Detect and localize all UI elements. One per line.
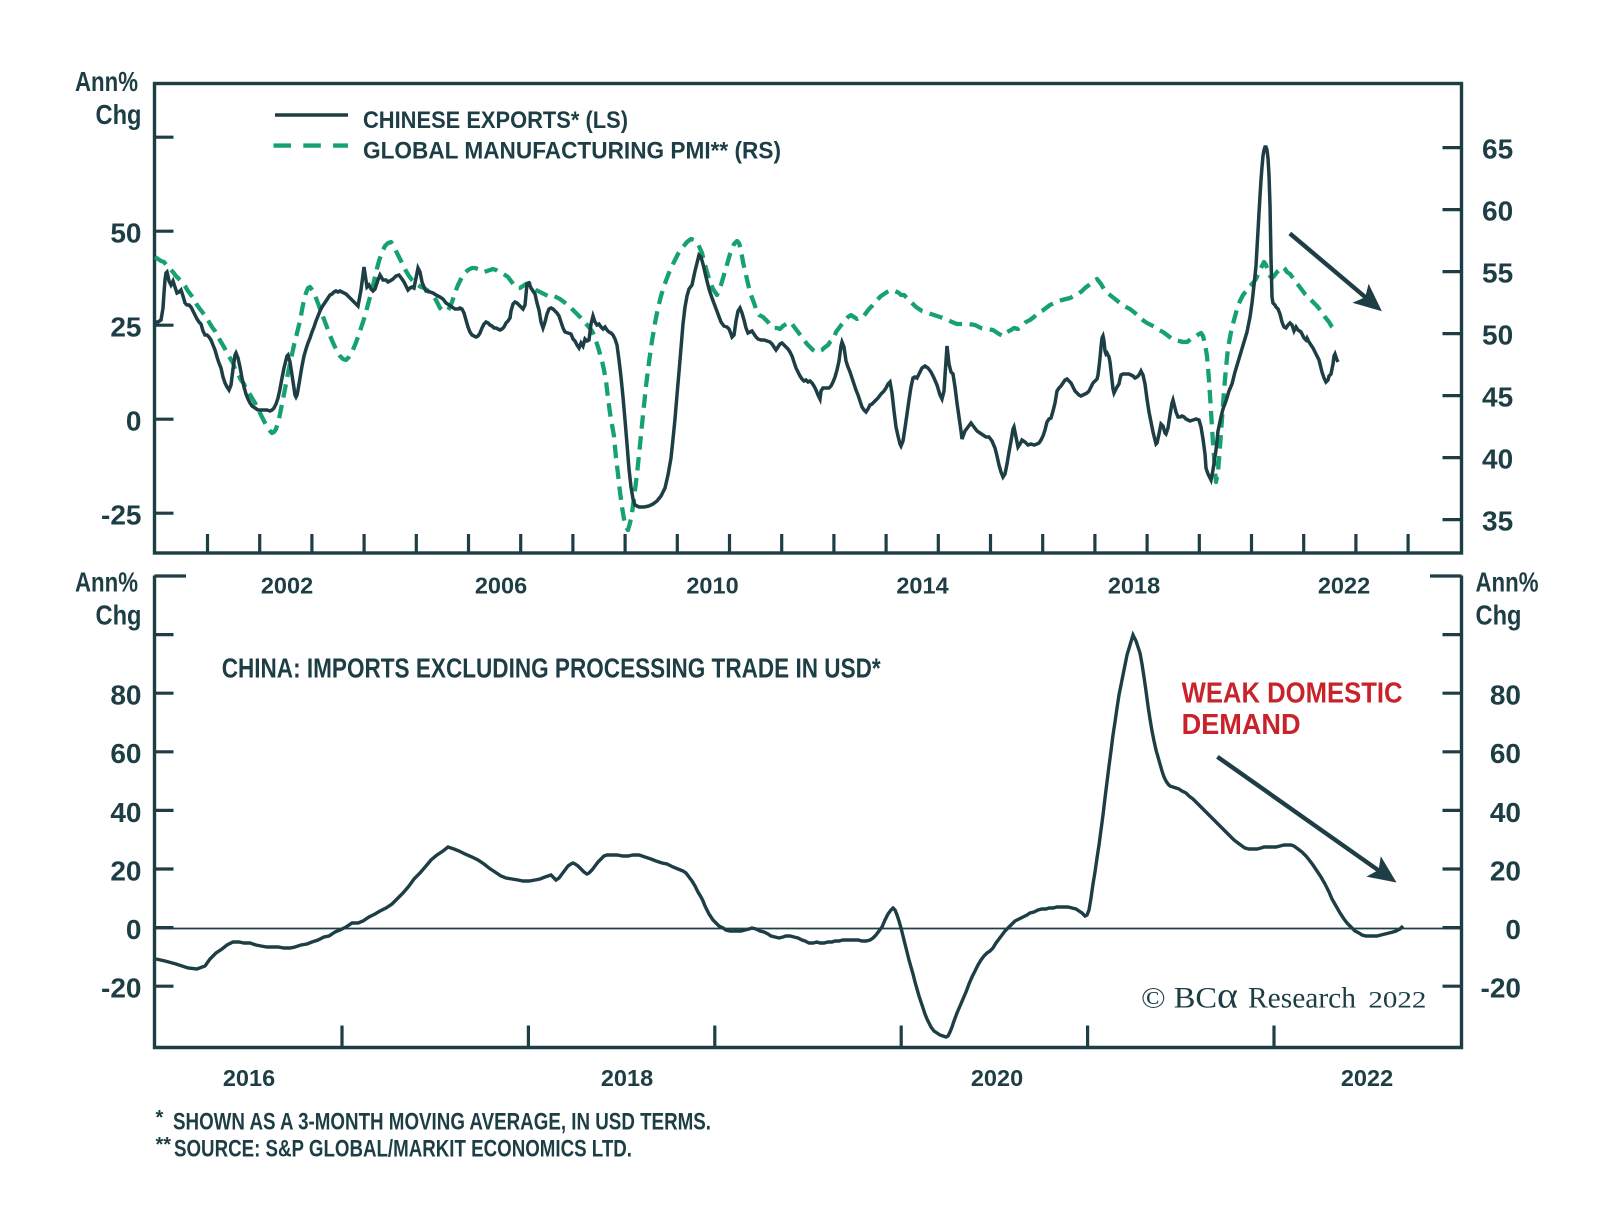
svg-text:40: 40 bbox=[1490, 797, 1521, 828]
svg-text:60: 60 bbox=[1482, 196, 1513, 227]
svg-text:35: 35 bbox=[1482, 506, 1513, 537]
svg-text:2006: 2006 bbox=[475, 573, 527, 599]
svg-text:65: 65 bbox=[1482, 134, 1513, 165]
svg-text:20: 20 bbox=[110, 855, 141, 886]
svg-text:**: ** bbox=[156, 1134, 172, 1156]
svg-text:25: 25 bbox=[110, 312, 141, 343]
svg-text:55: 55 bbox=[1482, 258, 1513, 289]
svg-text:2020: 2020 bbox=[971, 1065, 1023, 1091]
svg-text:Research: Research bbox=[1248, 982, 1356, 1015]
svg-text:Chg: Chg bbox=[96, 99, 142, 130]
svg-text:Chg: Chg bbox=[1476, 600, 1522, 631]
svg-text:0: 0 bbox=[126, 406, 142, 437]
svg-text:Chg: Chg bbox=[96, 600, 142, 631]
svg-text:-20: -20 bbox=[1481, 973, 1521, 1004]
svg-text:SHOWN AS A 3-MONTH MOVING AVER: SHOWN AS A 3-MONTH MOVING AVERAGE, IN US… bbox=[173, 1109, 711, 1136]
svg-text:45: 45 bbox=[1482, 382, 1513, 413]
svg-text:2022: 2022 bbox=[1318, 573, 1370, 599]
svg-text:2010: 2010 bbox=[686, 573, 738, 599]
svg-text:Ann%: Ann% bbox=[1476, 567, 1539, 598]
svg-text:2022: 2022 bbox=[1341, 1065, 1393, 1091]
svg-text:DEMAND: DEMAND bbox=[1182, 709, 1301, 741]
svg-text:-20: -20 bbox=[101, 973, 141, 1004]
svg-text:2018: 2018 bbox=[601, 1065, 653, 1091]
svg-text:0: 0 bbox=[1505, 914, 1521, 945]
svg-text:2018: 2018 bbox=[1108, 573, 1160, 599]
svg-text:60: 60 bbox=[1490, 738, 1521, 769]
svg-text:40: 40 bbox=[1482, 444, 1513, 475]
svg-text:WEAK DOMESTIC: WEAK DOMESTIC bbox=[1182, 678, 1403, 710]
svg-text:20: 20 bbox=[1490, 855, 1521, 886]
svg-text:CHINA: IMPORTS EXCLUDING PROCE: CHINA: IMPORTS EXCLUDING PROCESSING TRAD… bbox=[222, 652, 881, 683]
svg-text:50: 50 bbox=[110, 218, 141, 249]
svg-text:CHINESE EXPORTS* (LS): CHINESE EXPORTS* (LS) bbox=[363, 107, 628, 134]
svg-text:© BCα: © BC α bbox=[1141, 976, 1238, 1017]
svg-text:GLOBAL MANUFACTURING PMI** (RS: GLOBAL MANUFACTURING PMI** (RS) bbox=[363, 138, 781, 165]
svg-text:2022: 2022 bbox=[1368, 988, 1426, 1013]
svg-text:Ann%: Ann% bbox=[75, 66, 138, 97]
svg-text:2014: 2014 bbox=[896, 573, 948, 599]
svg-text:-25: -25 bbox=[101, 500, 141, 531]
svg-text:0: 0 bbox=[126, 914, 142, 945]
svg-text:*: * bbox=[156, 1107, 164, 1129]
svg-text:40: 40 bbox=[110, 797, 141, 828]
svg-text:SOURCE: S&P GLOBAL/MARKIT ECON: SOURCE: S&P GLOBAL/MARKIT ECONOMICS LTD. bbox=[174, 1136, 632, 1163]
svg-text:50: 50 bbox=[1482, 320, 1513, 351]
svg-text:2002: 2002 bbox=[261, 573, 313, 599]
svg-text:60: 60 bbox=[110, 738, 141, 769]
svg-text:80: 80 bbox=[110, 680, 141, 711]
svg-text:2016: 2016 bbox=[223, 1065, 275, 1091]
svg-text:80: 80 bbox=[1490, 680, 1521, 711]
svg-text:Ann%: Ann% bbox=[75, 567, 138, 598]
